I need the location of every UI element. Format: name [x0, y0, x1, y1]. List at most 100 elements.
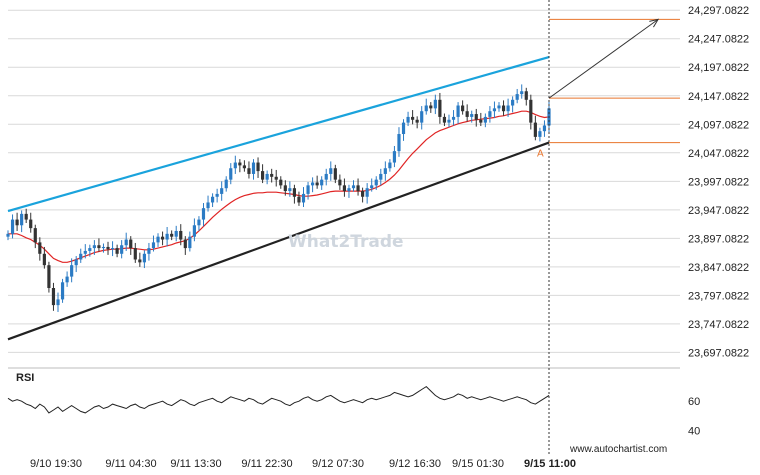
candle-body: [183, 239, 187, 249]
candle-body: [488, 111, 492, 117]
candle-body: [51, 288, 56, 306]
candle: [174, 225, 178, 242]
candle: [274, 169, 278, 187]
candle: [420, 106, 424, 130]
candle-body: [397, 134, 401, 152]
candle-body: [206, 202, 210, 209]
candle: [451, 110, 456, 126]
candle: [10, 214, 15, 239]
y-tick-label: 23,847.0822: [688, 262, 749, 274]
candle-body: [511, 99, 515, 106]
candle: [124, 232, 128, 251]
candle-body: [361, 191, 365, 197]
y-tick-label: 23,897.0822: [688, 233, 749, 245]
candle: [474, 108, 478, 127]
candle: [470, 110, 474, 123]
candle-body: [433, 99, 437, 109]
x-tick-label: 9/15 01:30: [452, 458, 504, 470]
candle: [247, 161, 251, 179]
candle-body: [465, 111, 469, 117]
candle: [179, 224, 183, 246]
candle: [424, 98, 428, 115]
candle: [447, 114, 451, 128]
candle-body: [424, 105, 428, 112]
candle: [65, 271, 69, 287]
candle-body: [170, 233, 174, 237]
candle-body: [456, 105, 460, 117]
forecast-arrow-head: [649, 18, 660, 28]
candle: [29, 212, 33, 233]
candle: [79, 248, 83, 263]
candle: [324, 168, 328, 186]
candle: [74, 256, 78, 273]
candle: [151, 235, 156, 252]
y-tick-label: 23,997.0822: [688, 176, 749, 188]
candle: [6, 230, 10, 241]
candle: [129, 236, 133, 255]
candle-body: [256, 162, 260, 172]
candle-body: [451, 116, 456, 120]
candle: [15, 212, 19, 231]
candle-body: [347, 188, 351, 192]
candle-body: [29, 219, 33, 229]
rsi-title: RSI: [16, 372, 34, 384]
y-tick-label: 24,247.0822: [688, 34, 749, 46]
candle-body: [392, 151, 397, 163]
candle-body: [129, 239, 133, 249]
candle: [406, 111, 410, 127]
rsi-line: [7, 385, 550, 414]
candle: [506, 98, 510, 117]
y-tick-label: 24,147.0822: [688, 91, 749, 103]
candle-body: [165, 233, 169, 240]
candles-layer: [6, 84, 551, 312]
candle-body: [338, 179, 342, 186]
candle: [224, 176, 228, 192]
candle-body: [374, 179, 378, 186]
candle: [442, 113, 447, 127]
candle: [383, 161, 387, 181]
candle: [315, 175, 319, 189]
candle-body: [24, 213, 28, 220]
candle: [70, 258, 74, 283]
candle: [392, 146, 397, 168]
candle: [110, 241, 115, 257]
candle-body: [215, 193, 219, 197]
candle: [311, 177, 315, 193]
candle-body: [306, 185, 310, 194]
candle: [501, 100, 506, 116]
candle-body: [233, 162, 237, 169]
candle-body: [210, 196, 215, 203]
watermark-text: What2Trade: [288, 232, 404, 252]
candle: [370, 178, 374, 192]
candle: [538, 127, 542, 142]
candle-body: [70, 265, 74, 277]
candle: [197, 216, 201, 231]
candle: [56, 292, 60, 312]
candle: [265, 170, 269, 185]
candle: [415, 116, 419, 129]
candle-body: [461, 105, 465, 112]
candle: [147, 242, 151, 261]
candle: [47, 261, 51, 293]
candle-body: [274, 176, 278, 180]
candle-body: [447, 119, 451, 123]
candle-body: [229, 168, 233, 180]
candle-body: [429, 105, 433, 109]
candle: [488, 106, 492, 123]
candle: [142, 250, 146, 269]
candle: [333, 164, 337, 184]
candle: [270, 168, 274, 183]
candle-body: [315, 182, 319, 186]
moving-average-line: [8, 110, 550, 263]
candle: [38, 237, 42, 261]
candle: [20, 210, 24, 233]
candle: [356, 178, 360, 196]
candle-body: [260, 171, 265, 180]
candle: [283, 180, 287, 196]
candle-body: [97, 245, 101, 249]
candle: [388, 159, 392, 172]
candle: [42, 246, 46, 269]
candle: [233, 155, 237, 174]
candle: [529, 94, 533, 130]
